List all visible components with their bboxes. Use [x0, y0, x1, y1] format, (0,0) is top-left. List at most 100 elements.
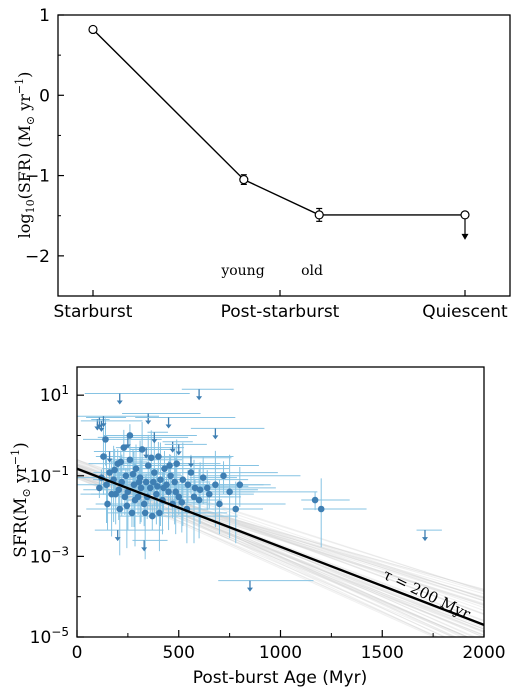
top-data-point — [460, 210, 470, 220]
sfr-data-point — [199, 474, 207, 481]
upper-limit-head — [246, 587, 253, 592]
top-x-tick-label: Post-starburst — [221, 302, 340, 322]
top-y-tick-label: −2 — [25, 247, 50, 267]
top-x-tick-label: Quiescent — [422, 302, 508, 322]
sfr-data-point — [131, 496, 139, 504]
annotation-young: young — [220, 263, 264, 279]
bottom-y-tick-label: 101 — [40, 383, 69, 406]
top-plot-frame — [57, 14, 511, 297]
sfr-data-point — [172, 488, 179, 496]
sfr-data-point — [129, 470, 137, 478]
sfr-data-point — [184, 481, 192, 489]
best-fit-line — [77, 467, 484, 626]
sfr-data-point — [115, 486, 123, 494]
bottom-y-tick-label: 10−3 — [30, 544, 69, 567]
sfr-data-point — [187, 469, 195, 476]
sfr-data-point — [138, 446, 146, 453]
sfr-data-point — [117, 458, 125, 466]
sfr-data-point — [157, 476, 164, 483]
sfr-data-point — [106, 469, 113, 476]
sfr-data-point — [212, 481, 219, 489]
top-x-tick-label: Starburst — [54, 302, 133, 322]
top-y-tick-label: 0 — [39, 86, 50, 106]
top-data-point — [239, 174, 249, 185]
upper-limit-head — [143, 454, 150, 459]
sfr-data-point — [102, 436, 109, 443]
top-data-point — [88, 24, 98, 35]
upper-limit-head — [114, 537, 121, 542]
sfr-data-point — [103, 481, 110, 489]
sfr-data-point — [116, 505, 124, 513]
sfr-data-point — [165, 488, 172, 496]
sfr-data-point — [137, 484, 145, 492]
upper-limit-head — [141, 547, 148, 552]
sfr-data-point — [161, 465, 168, 472]
sfr-data-point — [191, 484, 199, 492]
sfr-data-point — [171, 478, 178, 486]
sfr-data-point — [236, 481, 244, 489]
sfr-data-point — [232, 505, 240, 513]
bottom-x-axis-label: Post-burst Age (Myr) — [193, 668, 367, 688]
sfr-data-point — [111, 466, 118, 474]
sfr-data-point — [150, 478, 157, 486]
upper-limit-head — [100, 423, 107, 428]
sfr-data-point — [196, 486, 204, 494]
top-y-axis-label: log10(SFR) (M⊙ yr−1) — [13, 72, 37, 239]
sfr-data-point — [190, 493, 198, 501]
sfr-data-point — [122, 472, 130, 480]
sfr-data-point — [153, 490, 160, 498]
sfr-data-point — [126, 432, 134, 439]
upper-limit-head — [196, 396, 203, 401]
sfr-data-point — [148, 512, 156, 520]
upper-limit-head — [116, 400, 123, 405]
top-y-tick-label: −1 — [25, 167, 50, 187]
sfr-data-point — [195, 496, 203, 504]
bottom-x-tick-label: 500 — [163, 643, 195, 663]
sfr-data-point — [155, 453, 162, 460]
upper-limit-head — [169, 448, 176, 453]
sfr-data-point — [205, 490, 213, 498]
sfr-data-point — [203, 484, 211, 492]
sfr-data-point — [167, 472, 174, 480]
sfr-data-point — [175, 493, 183, 501]
sfr-data-point — [156, 509, 163, 517]
sfr-data-point — [178, 498, 186, 506]
sfr-data-point — [108, 490, 115, 498]
sfr-data-point — [135, 478, 143, 486]
sfr-data-point — [154, 482, 161, 490]
sfr-data-point — [100, 453, 107, 460]
upper-limit-head — [212, 435, 219, 440]
upper-limit-head — [106, 458, 113, 463]
upper-limit-head — [124, 444, 131, 449]
annotation-old: old — [301, 263, 323, 279]
sfr-data-point — [311, 496, 319, 504]
sfr-data-point — [104, 500, 111, 508]
sfr-data-point — [317, 505, 325, 513]
sfr-data-point — [146, 484, 154, 492]
sfr-data-point — [130, 481, 138, 489]
sfr-data-point — [166, 462, 173, 469]
sfr-data-point — [118, 478, 126, 486]
bottom-x-tick-label: 1500 — [361, 643, 404, 663]
sfr-data-point — [160, 484, 167, 492]
top-data-point — [314, 210, 324, 220]
sfr-data-point — [141, 509, 149, 517]
sfr-data-point — [179, 476, 187, 483]
top-y-tick-label: 1 — [39, 6, 50, 26]
sfr-data-point — [126, 456, 134, 464]
bottom-x-tick-label: 2000 — [462, 643, 505, 663]
bottom-x-tick-label: 1000 — [259, 643, 302, 663]
upper-limit-head — [151, 439, 158, 444]
top-panel: 10−1−2 Starburst Post-starburst Quiescent … — [13, 6, 511, 322]
sfr-data-point — [121, 493, 129, 501]
bottom-y-tick-label: 10−1 — [30, 464, 69, 487]
upper-limit-head — [421, 537, 428, 542]
sfr-data-point — [226, 488, 233, 496]
sfr-data-point — [128, 509, 136, 517]
sfr-data-point — [123, 502, 131, 510]
upper-limit-head — [165, 424, 172, 429]
sfr-data-point — [147, 454, 155, 462]
sfr-data-point — [144, 462, 152, 469]
sfr-data-point — [220, 472, 227, 480]
